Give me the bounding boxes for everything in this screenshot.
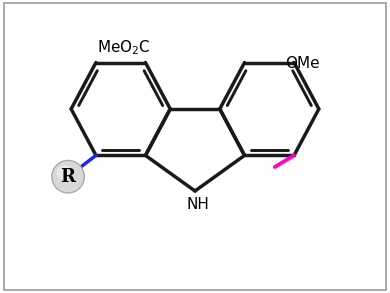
Text: R: R	[60, 168, 76, 186]
Text: OMe: OMe	[285, 56, 320, 71]
Circle shape	[57, 165, 71, 180]
Text: NH: NH	[187, 197, 209, 212]
Text: MeO$_2$C: MeO$_2$C	[98, 38, 151, 57]
Circle shape	[52, 161, 84, 193]
